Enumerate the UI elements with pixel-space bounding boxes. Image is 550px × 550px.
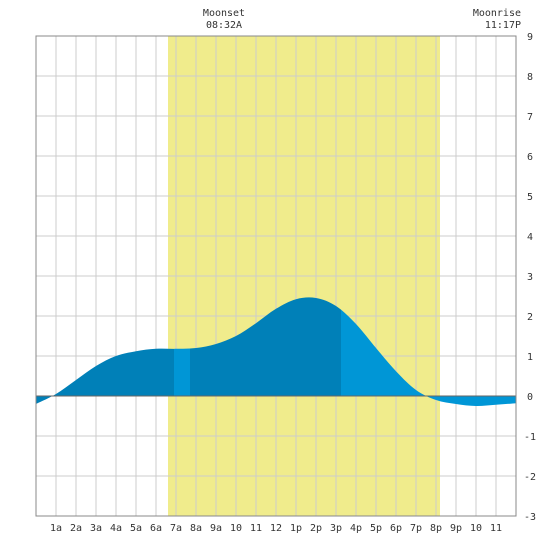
y-tick-label: 5	[527, 192, 533, 203]
y-tick-label: 1	[527, 352, 533, 363]
y-tick-label: 4	[527, 232, 533, 243]
tide-area-band-light	[341, 309, 516, 407]
x-tick-label: 1a	[50, 523, 62, 534]
y-tick-label: 2	[527, 312, 533, 323]
x-tick-label: 6p	[390, 523, 402, 534]
x-tick-label: 8a	[190, 523, 202, 534]
moonset-label: Moonset	[203, 8, 245, 19]
moonrise-label: Moonrise	[473, 8, 521, 19]
x-tick-label: 9p	[450, 523, 462, 534]
y-tick-label: 8	[527, 72, 533, 83]
x-tick-label: 4a	[110, 523, 122, 534]
x-tick-label: 12	[270, 523, 282, 534]
x-tick-label: 11	[250, 523, 262, 534]
y-tick-label: 0	[527, 392, 533, 403]
y-tick-label: 7	[527, 112, 533, 123]
x-tick-label: 10	[230, 523, 242, 534]
y-tick-label: 9	[527, 32, 533, 43]
tide-area-band-dark	[36, 348, 174, 404]
x-tick-label: 3a	[90, 523, 102, 534]
x-tick-label: 2a	[70, 523, 82, 534]
moonset-time: 08:32A	[206, 20, 242, 31]
y-tick-label: -3	[524, 512, 536, 523]
x-tick-label: 5p	[370, 523, 382, 534]
y-tick-label: 3	[527, 272, 533, 283]
x-tick-label: 5a	[130, 523, 142, 534]
x-tick-label: 10	[470, 523, 482, 534]
x-tick-label: 1p	[290, 523, 302, 534]
x-tick-label: 4p	[350, 523, 362, 534]
plot-border	[35, 35, 517, 517]
y-tick-label: 6	[527, 152, 533, 163]
x-tick-label: 8p	[430, 523, 442, 534]
x-tick-label: 11	[490, 523, 502, 534]
x-tick-label: 9a	[210, 523, 222, 534]
x-tick-label: 3p	[330, 523, 342, 534]
y-tick-label: -1	[524, 432, 536, 443]
tide-area-band-light	[174, 348, 190, 396]
x-tick-label: 7a	[170, 523, 182, 534]
x-tick-label: 7p	[410, 523, 422, 534]
x-tick-label: 2p	[310, 523, 322, 534]
tide-area-band-dark	[190, 297, 341, 396]
x-tick-label: 6a	[150, 523, 162, 534]
moonrise-time: 11:17P	[485, 20, 521, 31]
y-tick-label: -2	[524, 472, 536, 483]
